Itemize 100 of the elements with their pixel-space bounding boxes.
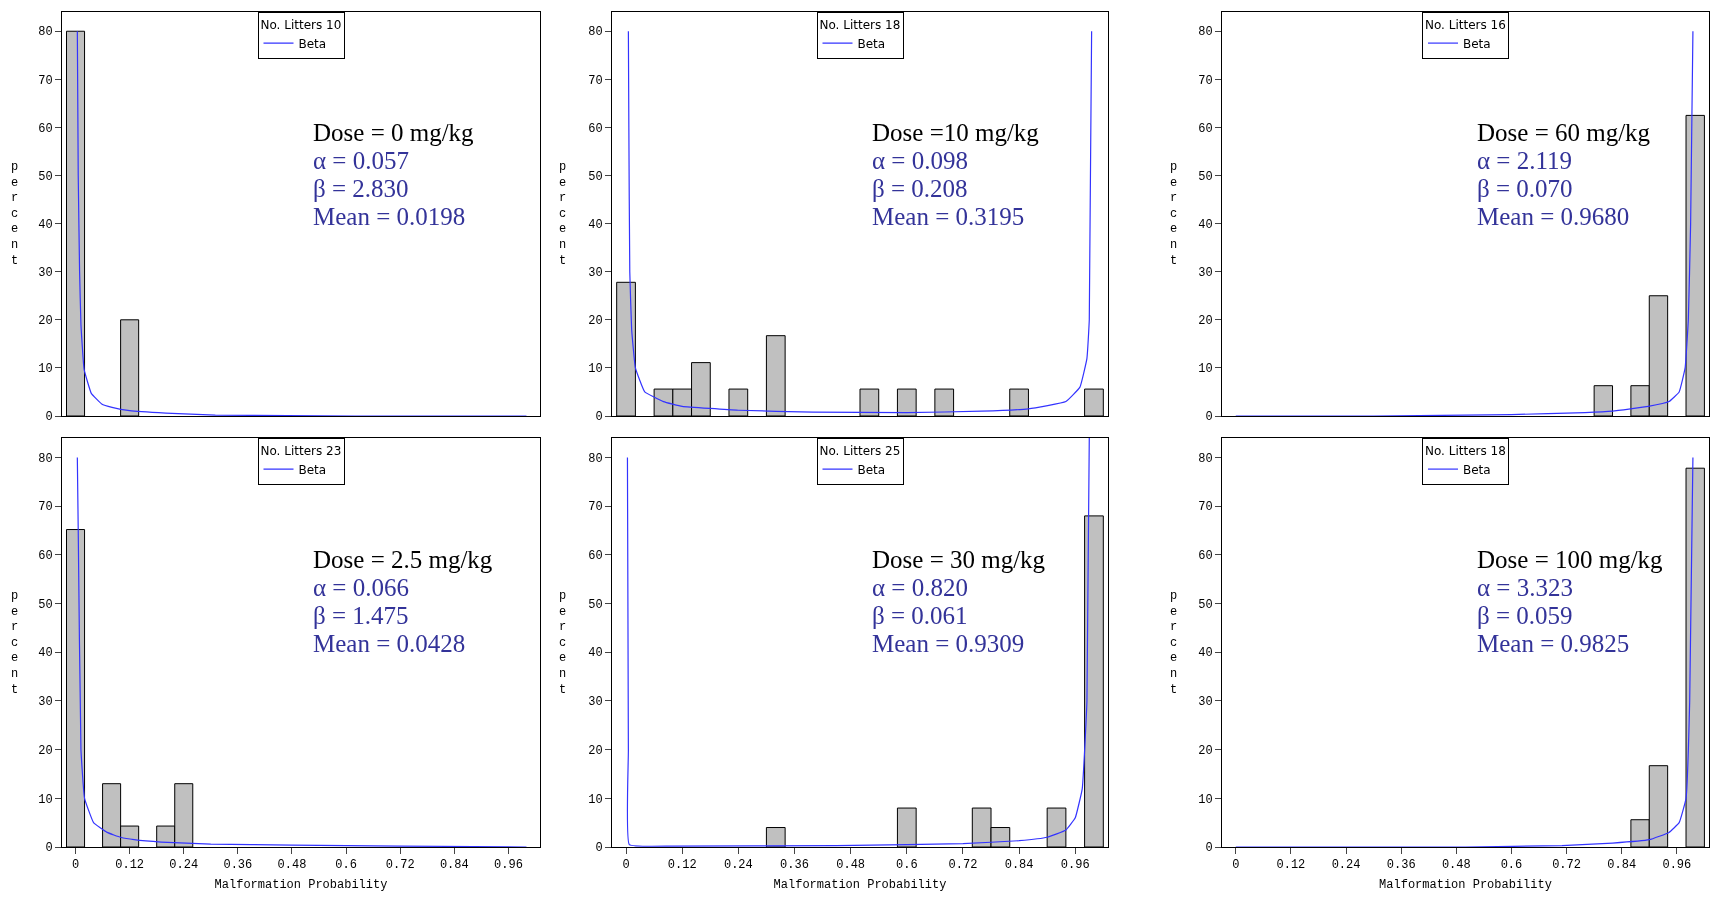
annotation: Mean = 0.3195 [872, 203, 1025, 230]
legend-label: Beta [857, 36, 886, 51]
legend-title: No. Litters 25 [819, 443, 901, 458]
annotation: β = 0.061 [872, 602, 968, 629]
y-tick-label: 40 [38, 217, 53, 232]
x-tick-label: 0.96 [494, 858, 523, 873]
y-tick-label: 50 [588, 597, 603, 612]
line-series [76, 30, 528, 416]
y-tick-label: 50 [588, 169, 603, 184]
y-tick-label: 80 [1198, 25, 1213, 40]
y-tick-label: 60 [38, 549, 53, 564]
x-tick-label: 0.48 [277, 858, 307, 873]
y-tick-label: 30 [588, 265, 603, 280]
line-series [627, 30, 1093, 414]
y-tick-label: 20 [588, 314, 603, 329]
y-tick-label: 50 [38, 597, 53, 612]
y-tick-label: 30 [588, 695, 603, 710]
annotation: Mean = 0.9825 [1477, 630, 1630, 657]
legend-label: Beta [1463, 462, 1491, 477]
y-tick-label: 10 [38, 792, 53, 807]
x-axis-title: Malformation Probability [214, 878, 388, 893]
y-tick-label: 20 [38, 743, 53, 758]
y-axis-title: percent [1170, 160, 1178, 268]
x-tick-label: 0 [1232, 858, 1240, 873]
annotation: β = 0.208 [872, 175, 968, 202]
y-tick-label: 0 [1205, 841, 1213, 856]
annotation: Dose =10 mg/kg [872, 119, 1040, 146]
annotation: Mean = 0.0428 [313, 630, 466, 657]
y-tick-label: 20 [588, 743, 603, 758]
y-tick-label: 20 [1198, 743, 1213, 758]
y-tick-label: 80 [588, 451, 603, 466]
y-tick-label: 30 [1198, 695, 1213, 710]
legend-title: No. Litters 18 [1425, 443, 1506, 458]
y-tick-label: 70 [588, 500, 603, 515]
legend-title: No. Litters 18 [819, 17, 901, 32]
y-tick-label: 70 [38, 500, 53, 515]
y-axis-title: percent [559, 160, 567, 268]
y-tick-label: 30 [1198, 265, 1213, 280]
y-tick-label: 40 [588, 646, 603, 661]
x-tick-label: 0.6 [335, 858, 357, 873]
y-axis-title: percent [559, 589, 567, 697]
x-tick-label: 0.36 [223, 858, 253, 873]
annotation: Dose = 2.5 mg/kg [313, 546, 493, 573]
y-tick-label: 40 [588, 217, 603, 232]
legend-label: Beta [1463, 36, 1491, 51]
y-tick-label: 0 [595, 841, 603, 856]
legend-label: Beta [298, 462, 327, 477]
x-tick-label: 0.6 [1500, 858, 1523, 873]
y-tick-label: 60 [588, 121, 603, 136]
x-tick-label: 0.72 [1552, 858, 1581, 873]
y-tick-label: 60 [1198, 549, 1213, 564]
annotation: Mean = 0.9309 [872, 630, 1025, 657]
x-tick-label: 0 [71, 858, 80, 873]
x-tick-label: 0.24 [1331, 858, 1361, 873]
y-tick-label: 10 [588, 792, 603, 807]
x-axis-title: Malformation Probability [773, 878, 947, 893]
x-tick-label: 0.48 [836, 858, 866, 873]
y-tick-label: 40 [1198, 646, 1213, 661]
y-tick-label: 70 [38, 73, 53, 88]
x-tick-label: 0.72 [948, 858, 978, 873]
line-series [1235, 456, 1694, 847]
x-tick-label: 0.96 [1060, 858, 1090, 873]
annotation: α = 0.057 [313, 147, 409, 174]
x-tick-label: 0.24 [169, 858, 199, 873]
y-tick-label: 20 [1198, 314, 1213, 329]
legend-title: No. Litters 10 [260, 17, 342, 32]
y-axis-title: percent [11, 160, 19, 268]
y-tick-label: 10 [1198, 792, 1213, 807]
y-tick-label: 70 [588, 73, 603, 88]
y-tick-label: 50 [1198, 597, 1213, 612]
y-tick-label: 80 [1198, 451, 1213, 466]
line-series [76, 456, 528, 847]
y-tick-label: 70 [1198, 500, 1213, 515]
annotation: Dose = 30 mg/kg [872, 546, 1046, 573]
y-tick-label: 40 [38, 646, 53, 661]
line-series [626, 438, 1090, 847]
y-tick-label: 40 [1198, 217, 1213, 232]
annotation: α = 3.323 [1477, 574, 1573, 601]
y-tick-label: 60 [588, 549, 603, 564]
annotation: α = 0.098 [872, 147, 968, 174]
x-tick-label: 0.84 [1004, 858, 1034, 873]
legend-title: No. Litters 16 [1425, 17, 1506, 32]
annotation: Mean = 0.9680 [1477, 203, 1630, 230]
x-tick-label: 0.12 [1276, 858, 1306, 873]
y-tick-label: 30 [38, 695, 53, 710]
y-tick-label: 80 [38, 25, 53, 40]
x-tick-label: 0.72 [385, 858, 415, 873]
y-axis-title: percent [11, 589, 19, 697]
legend-label: Beta [298, 36, 327, 51]
legend-title: No. Litters 23 [260, 443, 342, 458]
x-tick-label: 0.6 [895, 858, 918, 873]
annotation: Mean = 0.0198 [313, 203, 466, 230]
x-tick-label: 0.84 [1607, 858, 1637, 873]
x-tick-label: 0.48 [1441, 858, 1471, 873]
x-tick-label: 0.84 [439, 858, 469, 873]
y-tick-label: 0 [1205, 410, 1213, 425]
annotation: β = 0.059 [1477, 602, 1573, 629]
y-tick-label: 80 [588, 25, 603, 40]
y-axis-title: percent [1170, 589, 1178, 697]
y-tick-label: 60 [38, 121, 53, 136]
